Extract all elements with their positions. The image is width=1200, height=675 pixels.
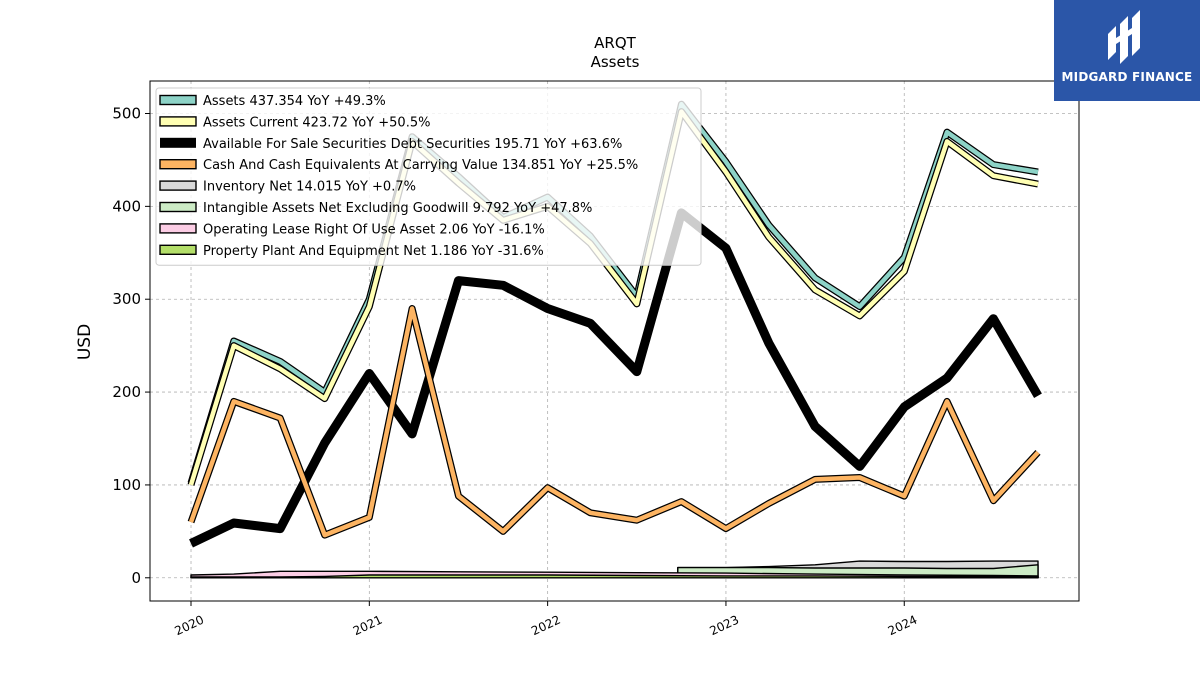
y-tick-label: 400 [112, 197, 141, 215]
x-tick-label: 2020 [173, 613, 207, 639]
chart-subtitle: Assets [591, 53, 640, 71]
area-series [190, 560, 1039, 579]
y-tick-label: 0 [131, 569, 141, 587]
legend-swatch [159, 180, 197, 191]
series-line-1 [188, 109, 1039, 486]
series-line-3 [188, 306, 1040, 538]
x-tick-label: 2023 [707, 613, 741, 639]
brand-name: MIDGARD FINANCE [1061, 70, 1193, 84]
legend-swatch [159, 244, 197, 256]
legend-label: Intangible Assets Net Excluding Goodwill… [203, 201, 592, 216]
line-series [187, 100, 1042, 548]
x-tick-label: 2024 [886, 613, 920, 639]
series-area-7 [190, 574, 1039, 579]
legend-label: Assets 437.354 YoY +49.3% [203, 94, 386, 109]
x-tick-label: 2021 [351, 613, 385, 639]
legend-swatch [159, 223, 197, 234]
plot-frame [149, 80, 1080, 602]
legend-label: Assets Current 423.72 YoY +50.5% [203, 115, 430, 130]
legend-swatch [159, 116, 197, 127]
legend-swatch [159, 201, 197, 213]
legend-swatch [159, 158, 197, 170]
y-tick-label: 300 [112, 290, 141, 308]
legend-box [155, 87, 702, 266]
y-tick-label: 100 [112, 476, 141, 494]
legend-label: Inventory Net 14.015 YoY +0.7% [203, 180, 416, 195]
legend: Assets 437.354 YoY +49.3% Assets Current … [155, 87, 702, 266]
legend-swatch [160, 137, 196, 148]
x-tick-label: 2022 [529, 613, 563, 639]
series-line-2 [189, 208, 1042, 548]
legend-label: Cash And Cash Equivalents At Carrying Va… [203, 158, 638, 173]
brand-mark-icon [1108, 10, 1140, 64]
y-tick-label: 500 [112, 105, 141, 123]
y-axis-label: USD [75, 324, 95, 360]
legend-label: Property Plant And Equipment Net 1.186 Y… [203, 244, 544, 259]
brand-logo: MIDGARD FINANCE [1054, 0, 1200, 101]
y-tick-label: 200 [112, 383, 141, 401]
legend-label: Available For Sale Securities Debt Secur… [203, 137, 622, 152]
legend-label: Operating Lease Right Of Use Asset 2.06 … [203, 222, 545, 237]
legend-swatch [159, 94, 197, 106]
chart-title: ARQT [594, 34, 636, 52]
